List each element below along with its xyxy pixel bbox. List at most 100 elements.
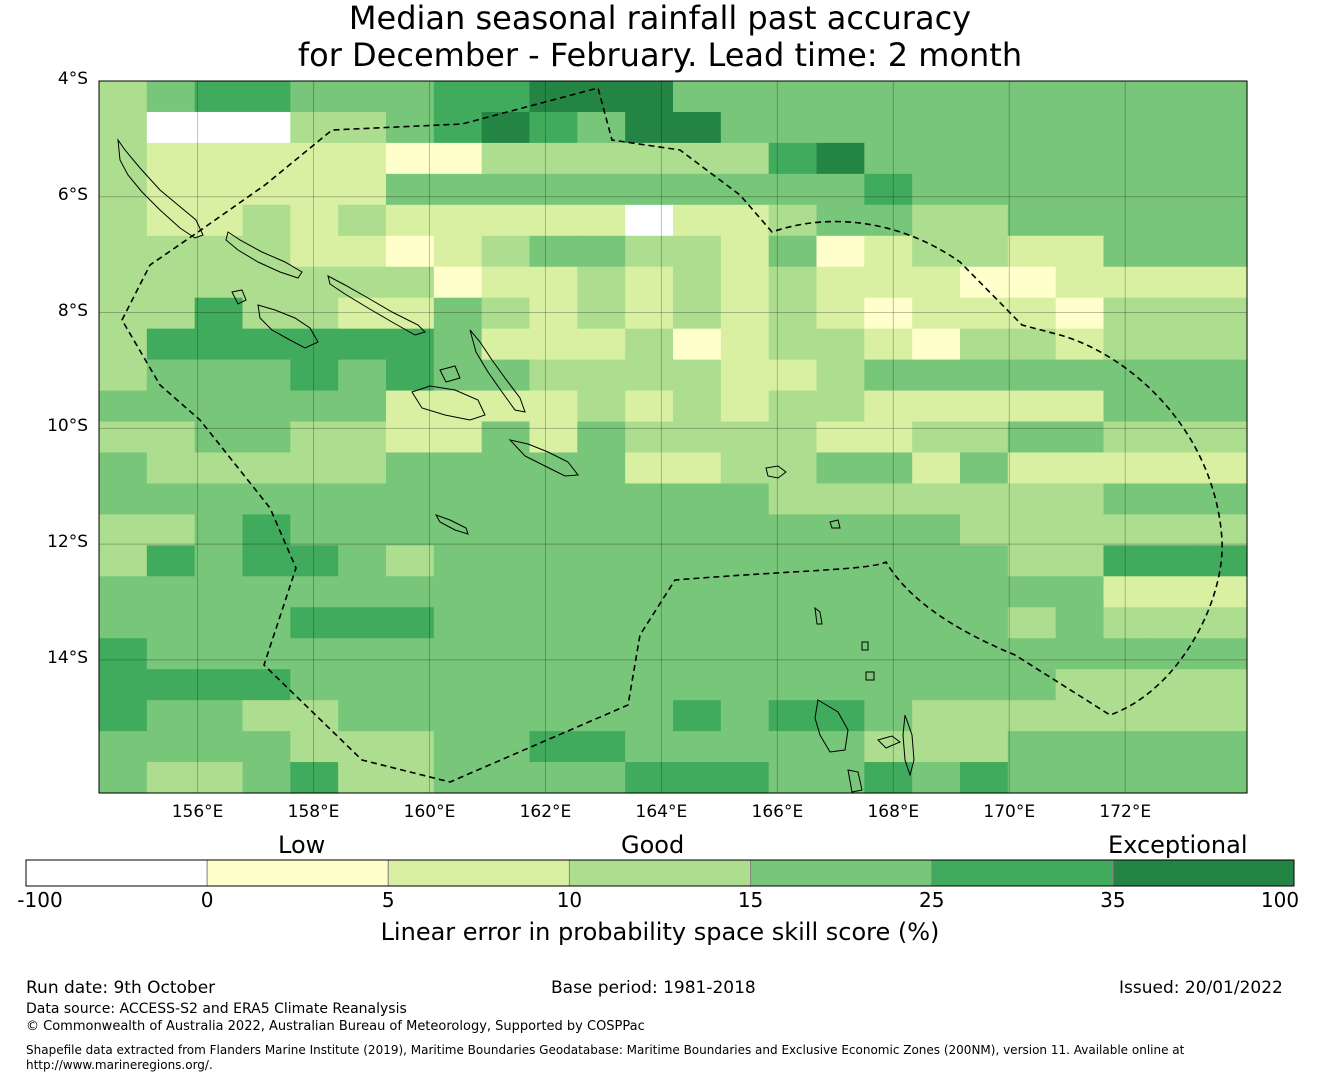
grid-cell [290, 297, 339, 330]
grid-cell [481, 204, 531, 237]
colorbar-tick-label: 15 [737, 888, 764, 912]
grid-cell [577, 452, 626, 485]
grid-cell [768, 576, 818, 608]
grid-cell [673, 328, 722, 361]
grid-cell [99, 266, 148, 299]
coastlines [117, 138, 915, 793]
colorbar-tick-label: 0 [200, 888, 214, 912]
grid-cell [720, 328, 770, 361]
grid-cell [194, 700, 244, 732]
grid-cell [481, 452, 531, 485]
grid-cell [1055, 638, 1105, 670]
grid-cell [242, 266, 291, 299]
grid-cell [1007, 607, 1057, 639]
grid-cell [433, 328, 483, 361]
grid-cell [1151, 266, 1200, 299]
grid-cell [146, 328, 196, 361]
grid-cell [720, 483, 770, 515]
island-pentecost [902, 714, 915, 777]
grid-cell [99, 297, 148, 330]
grid-cell [625, 700, 674, 732]
grid-cell [577, 235, 626, 268]
grid-cell [1055, 483, 1105, 515]
grid-cell [960, 700, 1009, 732]
grid-cell [338, 235, 387, 268]
grid-cell [960, 111, 1009, 144]
grid-cell [1007, 545, 1057, 577]
marineregions-link[interactable]: http://www.marineregions.org/. [26, 1058, 213, 1072]
grid-cell [960, 638, 1009, 670]
colorbar-swatch [750, 859, 933, 887]
grid-cell [99, 111, 148, 144]
grid-cell [1103, 669, 1152, 701]
colorbar-tick-label: 25 [918, 888, 945, 912]
grid-cell [864, 452, 913, 485]
grid-cell [768, 638, 818, 670]
lat-label: 14°S [47, 647, 88, 668]
grid-cell [1199, 545, 1248, 577]
grid-cell [338, 576, 387, 608]
grid-cell [720, 266, 770, 299]
grid-cell [960, 81, 1009, 113]
grid-cell [577, 607, 626, 639]
grid-cell [529, 638, 578, 670]
grid-cell [673, 514, 722, 546]
grid-cell [194, 359, 244, 392]
grid-cell [146, 359, 196, 392]
grid-cell [1103, 576, 1152, 608]
grid-cell [816, 235, 865, 268]
grid-cell [290, 390, 339, 423]
island-new-georgia [257, 304, 319, 349]
grid-cell [433, 235, 483, 268]
grid-cell [242, 545, 291, 577]
grid-cell [242, 142, 291, 175]
grid-cell [673, 204, 722, 237]
grid-cell [290, 204, 339, 237]
grid-cell [99, 669, 148, 701]
grid-cell [433, 638, 483, 670]
grid-cell [386, 483, 435, 515]
grid-cell [768, 731, 818, 763]
grid-cell [529, 266, 578, 299]
grid-cell [194, 669, 244, 701]
grid-cell [1151, 576, 1200, 608]
grid-cell [386, 359, 435, 392]
grid-cell [338, 266, 387, 299]
grid-cell [768, 545, 818, 577]
grid-cell [673, 669, 722, 701]
grid-cell [242, 452, 291, 485]
grid-cell [99, 731, 148, 763]
island-ambae [877, 735, 901, 749]
grid-cell [386, 731, 435, 763]
grid-cell [290, 421, 339, 454]
grid-cell [194, 762, 244, 794]
grid-cell [912, 545, 961, 577]
grid-cell [1151, 204, 1200, 237]
grid-cell [768, 762, 818, 794]
grid-cell [960, 204, 1009, 237]
grid-cell [290, 514, 339, 546]
lon-label: 170°E [983, 802, 1036, 822]
grid-cell [768, 328, 818, 361]
grid-cell [1199, 266, 1248, 299]
grid-cell [1007, 700, 1057, 732]
grid-cell [816, 297, 865, 330]
grid-cell [1055, 266, 1105, 299]
colorbar-tick-label: 10 [556, 888, 583, 912]
grid-cell [1199, 731, 1248, 763]
grid-cell [912, 483, 961, 515]
grid-cell [242, 359, 291, 392]
lat-label: 10°S [47, 416, 88, 437]
grid-cell [625, 731, 674, 763]
grid-cell [433, 731, 483, 763]
grid-cell [338, 700, 387, 732]
grid-cell [960, 142, 1009, 175]
grid-cell [242, 762, 291, 794]
grid-cell [338, 452, 387, 485]
grid-cell [720, 297, 770, 330]
grid-cell [1007, 173, 1057, 206]
grid-cell [577, 762, 626, 794]
graticule [99, 80, 1247, 793]
grid-cell [529, 142, 578, 175]
grid-cell [146, 173, 196, 206]
